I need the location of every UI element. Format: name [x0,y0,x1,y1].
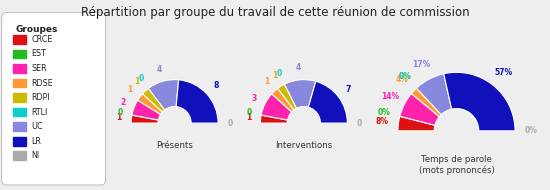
Wedge shape [278,84,296,110]
Bar [13,93,26,102]
Text: 2: 2 [120,98,125,108]
Text: 0: 0 [357,119,362,128]
Wedge shape [142,88,164,112]
Text: NI: NI [31,151,40,160]
Text: 1: 1 [272,71,277,80]
Wedge shape [148,80,179,110]
Wedge shape [261,94,292,120]
Wedge shape [416,74,452,115]
Text: RDSE: RDSE [31,78,53,88]
Text: 0: 0 [277,69,282,78]
Bar [13,50,26,58]
Bar [13,122,26,131]
Bar [13,35,26,44]
FancyBboxPatch shape [2,13,106,185]
Text: EST: EST [31,49,46,59]
Wedge shape [260,115,288,123]
Text: RTLI: RTLI [31,108,48,117]
Text: RDPI: RDPI [31,93,50,102]
Text: 57%: 57% [494,68,513,77]
Wedge shape [411,88,441,117]
Bar [13,64,26,73]
Wedge shape [272,88,294,112]
Text: 1: 1 [135,78,140,86]
Text: 0%: 0% [399,72,411,81]
Bar [13,79,26,87]
Text: 0: 0 [228,119,233,128]
Text: 14%: 14% [381,92,399,101]
Text: Temps de parole
(mots prononcés): Temps de parole (mots prononcés) [419,155,494,175]
Text: SER: SER [31,64,47,73]
Text: Groupes: Groupes [15,25,58,34]
Text: 0: 0 [117,108,123,117]
Text: UC: UC [31,122,43,131]
Text: 17%: 17% [412,60,431,69]
Text: 4: 4 [157,65,162,74]
Text: 4%: 4% [395,75,408,84]
Text: 0: 0 [139,74,144,83]
Text: 0%: 0% [377,108,390,117]
Wedge shape [131,115,158,123]
Text: 4: 4 [296,63,301,72]
Text: 1: 1 [246,113,251,122]
Bar [13,137,26,146]
Text: 1: 1 [117,113,122,122]
Wedge shape [284,80,316,108]
Text: 0: 0 [246,108,252,117]
Text: Interventions: Interventions [275,141,333,150]
Text: 8%: 8% [376,117,389,126]
Text: 0%: 0% [399,72,411,81]
Text: 7: 7 [345,85,351,94]
Wedge shape [176,80,218,123]
Text: LR: LR [31,137,41,146]
Text: CRCE: CRCE [31,35,53,44]
Text: 8: 8 [213,81,218,90]
Text: 1: 1 [128,85,133,94]
Text: 1: 1 [264,78,269,86]
Text: Répartition par groupe du travail de cette réunion de commission: Répartition par groupe du travail de cet… [81,6,469,19]
Wedge shape [398,116,435,131]
Text: 3: 3 [251,94,257,103]
Wedge shape [400,93,439,125]
Bar [13,151,26,160]
Wedge shape [132,100,161,120]
Text: 0%: 0% [525,126,538,135]
Wedge shape [138,94,162,114]
Text: Présents: Présents [156,141,193,150]
Wedge shape [309,81,348,123]
Wedge shape [444,72,515,131]
Bar [13,108,26,116]
